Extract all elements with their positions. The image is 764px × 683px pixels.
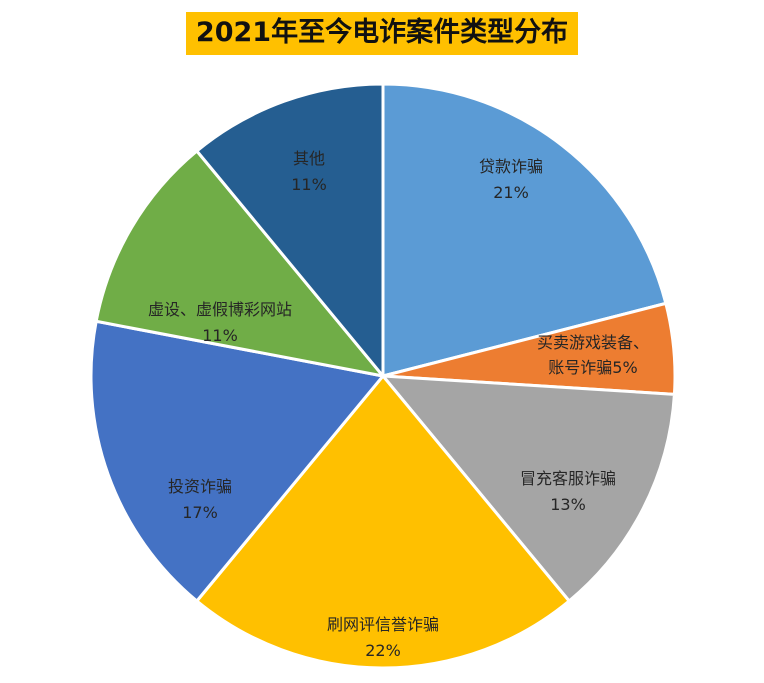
slice-value-4: 22% — [365, 641, 401, 660]
pie-slice-4 — [195, 374, 571, 670]
slice-value-7: 11% — [291, 175, 327, 194]
slice-label-1: 贷款诈骗 — [479, 157, 543, 176]
slice-value-1: 21% — [493, 183, 529, 202]
slice-value-3: 13% — [550, 495, 586, 514]
slice-label-4: 刷网评信誉诈骗 — [327, 615, 439, 634]
slice-label-5: 投资诈骗 — [168, 477, 232, 496]
pie-slice-1 — [381, 82, 668, 378]
pie-slice-5 — [89, 319, 385, 603]
chart-title: 2021年至今电诈案件类型分布 — [185, 12, 579, 55]
pie-labels: 贷款诈骗 21% 买卖游戏装备、账号诈骗5% 冒充客服诈骗 13% 刷网评信誉诈骗 22% 投… — [148, 149, 649, 660]
pie-slice-7 — [195, 82, 385, 378]
slice-value-5: 17% — [182, 503, 218, 522]
pie-slices — [89, 82, 677, 670]
slice-value-6: 11% — [202, 326, 238, 345]
pie-slice-3 — [381, 374, 676, 603]
slice-label-2: 买卖游戏装备、 — [537, 333, 649, 352]
slice-label-2-line2: 账号诈骗5% — [548, 358, 637, 377]
title-wrap: 2021年至今电诈案件类型分布 — [0, 12, 764, 55]
slice-label-7: 其他 — [293, 149, 325, 168]
slice-label-6: 虚设、虚假博彩网站 — [148, 300, 292, 319]
slice-label-3: 冒充客服诈骗 — [520, 469, 616, 488]
pie-slice-6 — [94, 149, 385, 378]
